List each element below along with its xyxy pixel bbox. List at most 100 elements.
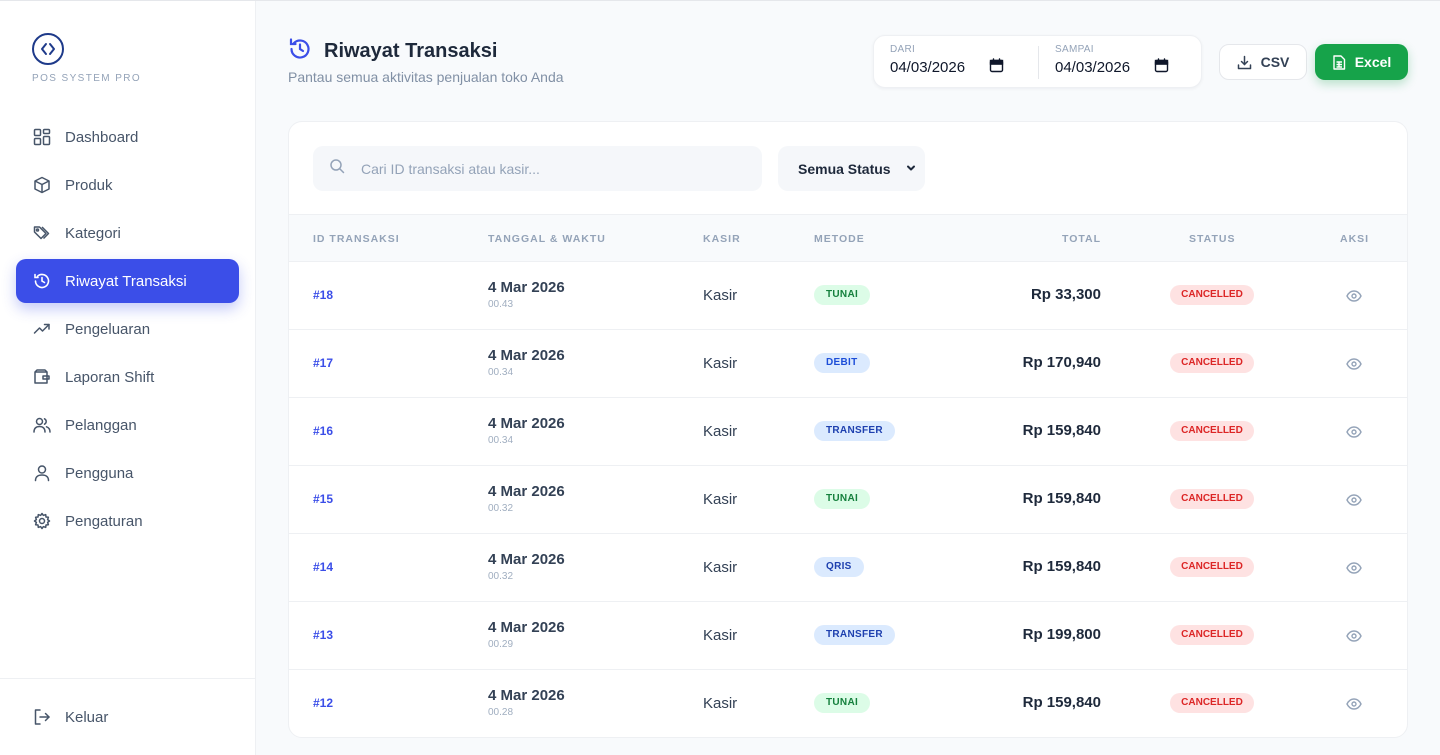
transaction-total: Rp 170,940 (1022, 354, 1101, 371)
table-row[interactable]: #13 4 Mar 2026 00.29 Kasir TRANSFER Rp 199,80… (289, 602, 1407, 670)
table-row[interactable]: #16 4 Mar 2026 00.34 Kasir TRANSFER Rp 159,84… (289, 398, 1407, 466)
column-header-total[interactable]: TOTAL (1061, 233, 1101, 245)
sidebar-item-label: Produk (65, 176, 113, 194)
transaction-date: 4 Mar 2026 (488, 483, 565, 500)
status-filter-select[interactable]: Semua Status (778, 146, 925, 191)
transaction-time: 00.34 (488, 367, 514, 378)
users-icon (32, 415, 52, 435)
transaction-total: Rp 159,840 (1022, 490, 1101, 507)
sidebar-item-produk[interactable]: Produk (16, 163, 239, 207)
date-separator (1038, 46, 1039, 79)
export-excel-label: Excel (1354, 54, 1392, 70)
logo-icon (32, 33, 64, 65)
calendar-icon[interactable] (1154, 58, 1169, 77)
transaction-id-link[interactable]: #14 (313, 560, 334, 574)
transaction-id-link[interactable]: #18 (313, 288, 334, 302)
date-from-label: DARI (890, 44, 916, 55)
transaction-time: 00.28 (488, 707, 514, 718)
view-details-icon[interactable] (1346, 697, 1362, 715)
status-badge: CANCELLED (1170, 489, 1254, 509)
transaction-time: 00.29 (488, 639, 514, 650)
transaction-date: 4 Mar 2026 (488, 347, 565, 364)
download-icon (1237, 55, 1252, 70)
column-header-kasir[interactable]: KASIR (703, 233, 741, 245)
transaction-date: 4 Mar 2026 (488, 415, 565, 432)
column-header-id[interactable]: ID TRANSAKSI (313, 233, 400, 245)
export-excel-button[interactable]: Excel (1315, 44, 1408, 80)
page-header: Riwayat Transaksi (288, 37, 497, 66)
status-badge: CANCELLED (1170, 625, 1254, 645)
sidebar-item-label: Pengeluaran (65, 320, 151, 338)
gear-icon (32, 511, 52, 531)
calendar-icon[interactable] (989, 58, 1004, 77)
transaction-date: 4 Mar 2026 (488, 619, 565, 636)
transaction-time: 00.32 (488, 571, 514, 582)
table-row[interactable]: #12 4 Mar 2026 00.28 Kasir TUNAI Rp 159,840 CA… (289, 670, 1407, 737)
sidebar-item-pengaturan[interactable]: Pengaturan (16, 499, 239, 543)
sidebar-item-laporan-shift[interactable]: Laporan Shift (16, 355, 239, 399)
transaction-date: 4 Mar 2026 (488, 551, 565, 568)
column-header-metode[interactable]: METODE (814, 233, 865, 245)
transaction-id-link[interactable]: #12 (313, 696, 334, 710)
page-title: Riwayat Transaksi (324, 40, 498, 62)
view-details-icon[interactable] (1346, 493, 1362, 511)
sidebar-item-riwayat-transaksi[interactable]: Riwayat Transaksi (16, 259, 239, 303)
table-row[interactable]: #14 4 Mar 2026 00.32 Kasir QRIS Rp 159,840 CAN… (289, 534, 1407, 602)
history-icon (32, 271, 52, 291)
date-from-value: 04/03/2026 (890, 59, 966, 76)
sidebar-item-label: Laporan Shift (65, 368, 155, 386)
sidebar-item-label: Pelanggan (65, 416, 137, 434)
date-to[interactable]: SAMPAI 04/03/2026 (1055, 44, 1169, 77)
transaction-id-link[interactable]: #17 (313, 356, 334, 370)
export-csv-label: CSV (1260, 54, 1290, 70)
export-csv-button[interactable]: CSV (1219, 44, 1307, 80)
table-row[interactable]: #17 4 Mar 2026 00.34 Kasir DEBIT Rp 170,940 CA… (289, 330, 1407, 398)
payment-method-badge: TRANSFER (814, 421, 895, 441)
transaction-date: 4 Mar 2026 (488, 687, 565, 704)
history-icon (288, 37, 312, 66)
table-row[interactable]: #18 4 Mar 2026 00.43 Kasir TUNAI Rp 33,300 CAN… (289, 262, 1407, 330)
box-icon (32, 175, 52, 195)
transaction-kasir: Kasir (703, 627, 738, 644)
view-details-icon[interactable] (1346, 629, 1362, 647)
search-input[interactable] (361, 160, 741, 177)
table-row[interactable]: #15 4 Mar 2026 00.32 Kasir TUNAI Rp 159,840 CA… (289, 466, 1407, 534)
view-details-icon[interactable] (1346, 425, 1362, 443)
transaction-id-link[interactable]: #16 (313, 424, 334, 438)
transaction-total: Rp 33,300 (1030, 286, 1101, 303)
transaction-id-link[interactable]: #13 (313, 628, 334, 642)
dashboard-icon (32, 127, 52, 147)
date-from[interactable]: DARI 04/03/2026 (890, 44, 1004, 77)
file-spreadsheet-icon (1332, 54, 1346, 70)
transaction-id-link[interactable]: #15 (313, 492, 334, 506)
sidebar-nav: Dashboard Produk Kategori Riwayat Transa… (16, 115, 239, 547)
sidebar-item-pengguna[interactable]: Pengguna (16, 451, 239, 495)
sidebar-item-kategori[interactable]: Kategori (16, 211, 239, 255)
logo[interactable]: POS SYSTEM PRO (32, 33, 141, 84)
view-details-icon[interactable] (1346, 357, 1362, 375)
payment-method-badge: TUNAI (814, 489, 871, 509)
view-details-icon[interactable] (1346, 561, 1362, 579)
table-header: ID TRANSAKSI TANGGAL & WAKTU KASIR METOD… (289, 214, 1407, 262)
logo-text: POS SYSTEM PRO (32, 73, 142, 84)
search-box[interactable] (313, 146, 762, 191)
transaction-kasir: Kasir (703, 287, 738, 304)
search-icon (329, 158, 345, 179)
payment-method-badge: DEBIT (814, 353, 870, 373)
transaction-total: Rp 159,840 (1022, 422, 1101, 439)
sidebar: POS SYSTEM PRO Dashboard Produk Kategori… (0, 1, 256, 755)
view-details-icon[interactable] (1346, 289, 1362, 307)
transaction-time: 00.34 (488, 435, 514, 446)
chevron-down-icon (905, 161, 917, 177)
sidebar-item-label: Riwayat Transaksi (65, 272, 187, 290)
column-header-date[interactable]: TANGGAL & WAKTU (488, 233, 606, 245)
sidebar-item-pengeluaran[interactable]: Pengeluaran (16, 307, 239, 351)
sidebar-item-dashboard[interactable]: Dashboard (16, 115, 239, 159)
transaction-time: 00.43 (488, 299, 514, 310)
date-range-picker: DARI 04/03/2026 SAMPAI 04/03/2026 (873, 35, 1202, 88)
transaction-kasir: Kasir (703, 491, 738, 508)
payment-method-badge: TUNAI (814, 285, 871, 305)
sidebar-item-pelanggan[interactable]: Pelanggan (16, 403, 239, 447)
column-header-status[interactable]: STATUS (1189, 233, 1236, 245)
logout-button[interactable]: Keluar (32, 707, 108, 727)
